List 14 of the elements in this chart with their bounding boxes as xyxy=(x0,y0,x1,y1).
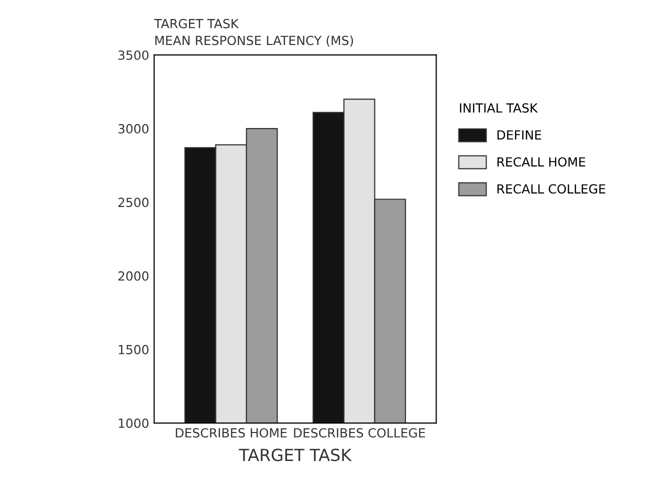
legend-label: RECALL COLLEGE xyxy=(498,184,606,194)
y-tick-label: 3000 xyxy=(118,124,148,134)
x-axis-title: TARGET TASK xyxy=(238,448,352,462)
y-axis-title: TARGET TASK MEAN RESPONSE LATENCY (MS) xyxy=(154,18,353,47)
legend-label: RECALL HOME xyxy=(498,157,586,167)
y-tick-label: 2500 xyxy=(118,198,148,208)
x-tick-label: DESCRIBES HOME xyxy=(176,428,287,438)
legend-label: DEFINE xyxy=(498,130,542,140)
y-tick-label: 2000 xyxy=(118,271,148,281)
y-tick-label: 1000 xyxy=(118,418,148,428)
x-tick-label: DESCRIBES COLLEGE xyxy=(294,428,425,438)
y-tick-label: 3500 xyxy=(118,50,148,60)
y-tick-label: 1500 xyxy=(118,344,148,354)
legend-title: INITIAL TASK xyxy=(460,103,538,113)
